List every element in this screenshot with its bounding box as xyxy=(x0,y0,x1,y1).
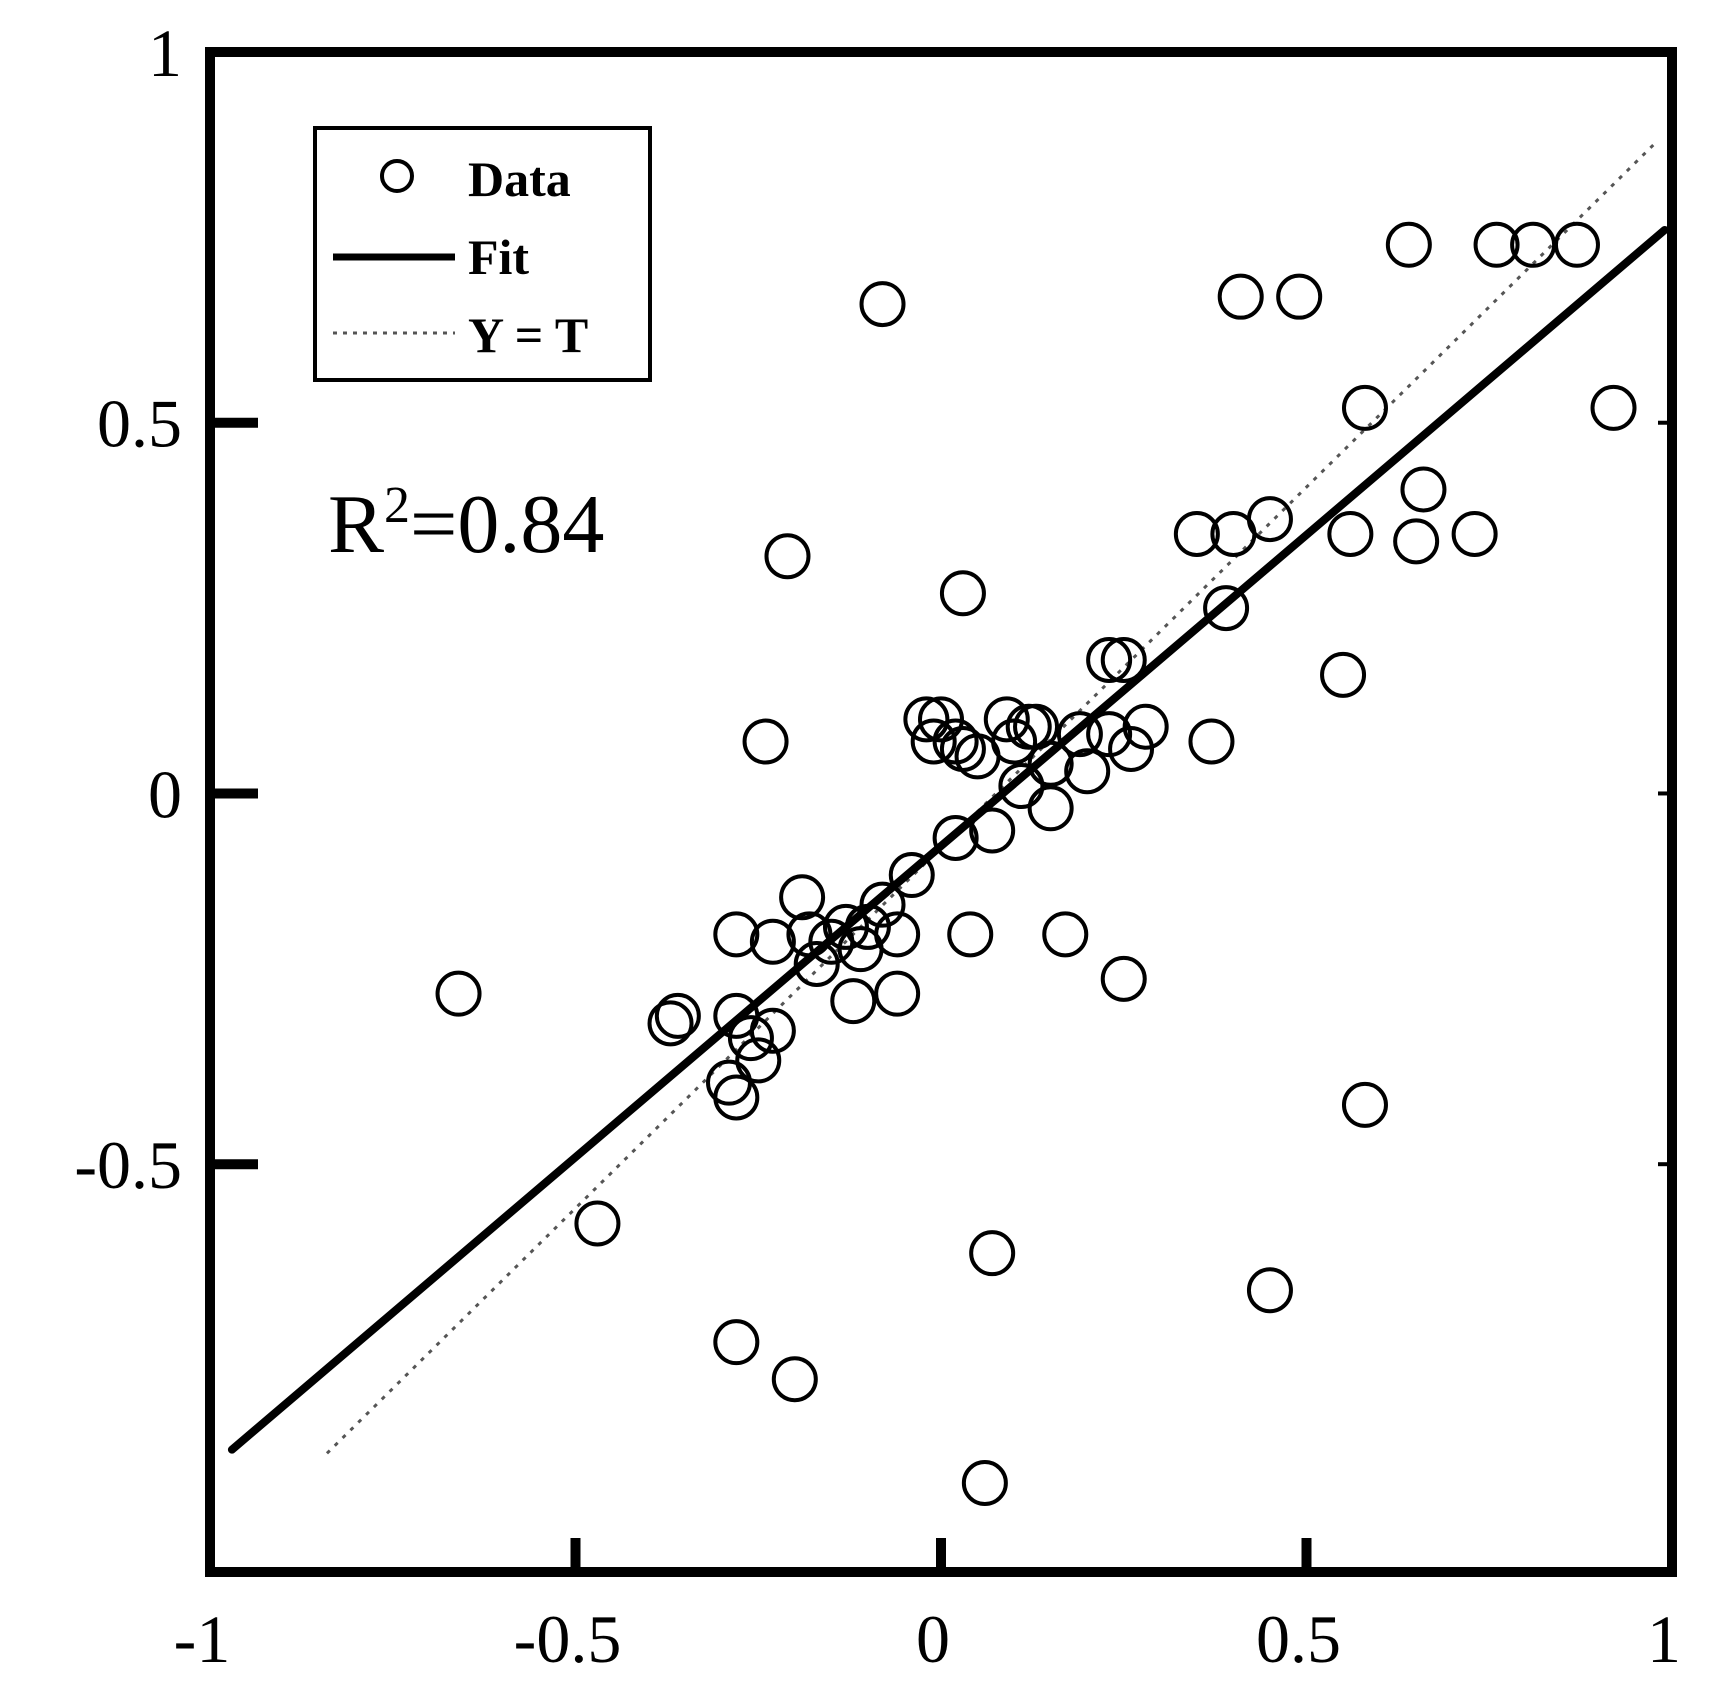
data-point xyxy=(786,911,833,958)
data-point xyxy=(939,570,986,617)
data-point xyxy=(932,814,979,861)
y-tick-label: 0 xyxy=(148,756,182,832)
data-point xyxy=(910,718,957,765)
x-tick-label: 1 xyxy=(1647,1601,1681,1677)
data-point xyxy=(903,696,950,743)
data-point xyxy=(713,1319,760,1366)
data-point xyxy=(713,1074,760,1121)
data-point xyxy=(859,281,906,328)
data-point xyxy=(647,1000,694,1047)
axes: -1 -0.5 0 0.5 1 -0.5 0 0.5 1 xyxy=(74,15,1681,1677)
data-point xyxy=(1473,221,1520,268)
data-point xyxy=(1246,1267,1293,1314)
legend-label-fit: Fit xyxy=(468,229,529,285)
data-point xyxy=(961,1460,1008,1507)
data-point xyxy=(1276,273,1323,320)
r-squared-annotation: R2=0.84 xyxy=(328,477,604,571)
data-point xyxy=(1027,785,1074,832)
legend: Data Fit Y = T xyxy=(313,126,652,382)
x-tick-label: 0.5 xyxy=(1256,1601,1341,1677)
data-point xyxy=(918,696,964,743)
data-point xyxy=(1203,585,1250,632)
data-point xyxy=(1122,703,1169,750)
data-point xyxy=(713,911,760,958)
data-point xyxy=(764,533,811,580)
data-point xyxy=(1188,718,1235,765)
data-point xyxy=(1341,384,1388,431)
legend-label-data: Data xyxy=(468,151,571,207)
data-point xyxy=(1217,273,1264,320)
data-point xyxy=(1400,466,1447,513)
data-point xyxy=(1064,748,1111,795)
data-point xyxy=(874,911,921,958)
data-point xyxy=(749,1007,796,1054)
r-squared-superscript: 2 xyxy=(384,477,410,534)
data-point xyxy=(574,1200,621,1247)
data-point xyxy=(1056,711,1103,758)
data-point xyxy=(1100,955,1147,1002)
data-point xyxy=(435,970,482,1017)
data-point xyxy=(771,1356,818,1403)
data-point xyxy=(1327,510,1374,557)
x-tick-label: 0 xyxy=(916,1601,950,1677)
data-point xyxy=(844,903,891,950)
plot-lines xyxy=(227,139,1669,1455)
y-tick-label: 1 xyxy=(148,15,182,91)
data-point xyxy=(735,1037,782,1084)
data-point xyxy=(742,718,789,765)
data-point xyxy=(983,696,1030,743)
x-tick-label: -1 xyxy=(174,1601,231,1677)
data-point xyxy=(947,911,994,958)
data-points xyxy=(435,221,1637,1507)
data-point xyxy=(874,970,921,1017)
data-point xyxy=(749,918,796,965)
y-tick-label: -0.5 xyxy=(74,1127,182,1203)
x-tick-label: -0.5 xyxy=(514,1601,622,1677)
data-point xyxy=(654,992,701,1039)
data-point xyxy=(1086,637,1133,683)
r-squared-base: R xyxy=(328,478,384,571)
data-point xyxy=(1393,518,1440,565)
fit-line xyxy=(227,225,1669,1454)
data-point xyxy=(1100,637,1147,683)
identity-line xyxy=(325,139,1659,1455)
data-point xyxy=(859,881,906,928)
data-point xyxy=(1590,384,1637,431)
data-point xyxy=(1341,1081,1388,1128)
legend-data-marker xyxy=(380,159,414,193)
data-point xyxy=(1108,725,1155,772)
data-point xyxy=(969,1230,1016,1277)
data-point xyxy=(1553,221,1600,268)
legend-label-identity: Y = T xyxy=(468,307,588,363)
data-point xyxy=(969,807,1016,854)
data-point xyxy=(1451,510,1498,557)
r-squared-value: =0.84 xyxy=(410,478,604,571)
y-tick-label: 0.5 xyxy=(97,386,182,462)
data-point xyxy=(1320,651,1367,698)
data-point xyxy=(1042,911,1089,958)
data-point xyxy=(1173,510,1220,557)
data-point xyxy=(727,1015,774,1062)
data-point xyxy=(998,763,1045,810)
data-point xyxy=(830,978,877,1025)
data-point xyxy=(1246,496,1293,543)
data-point xyxy=(779,874,826,921)
data-point xyxy=(1385,221,1432,268)
data-point xyxy=(888,852,935,899)
data-point xyxy=(793,941,840,987)
data-point xyxy=(822,903,869,950)
data-point xyxy=(1027,740,1074,787)
